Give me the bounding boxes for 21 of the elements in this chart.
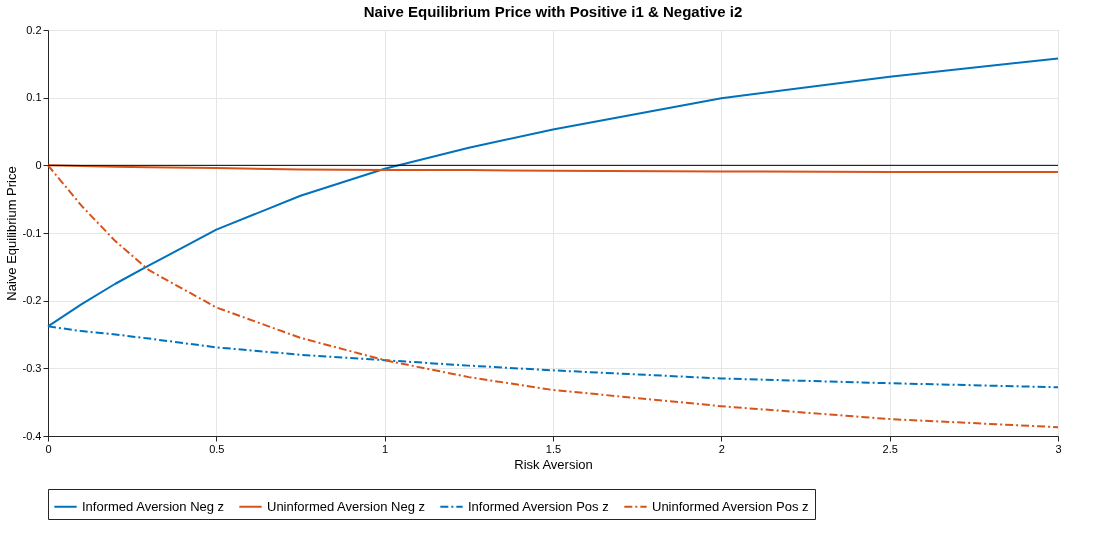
x-tick-label: 1.5	[545, 442, 562, 455]
legend-label: Informed Aversion Neg z	[82, 498, 225, 514]
x-tick-label: 0.5	[209, 442, 225, 455]
legend-label: Uninformed Aversion Neg z	[267, 498, 426, 514]
x-tick-label: 2	[718, 442, 725, 455]
x-tick-label: 1	[382, 442, 389, 455]
legend-label: Uninformed Aversion Pos z	[652, 498, 809, 514]
x-tick-label: 2.5	[882, 442, 898, 455]
legend-label: Informed Aversion Pos z	[468, 498, 609, 514]
y-axis-title: Naive Equilibrium Price	[3, 166, 19, 301]
x-axis-title: Risk Aversion	[514, 456, 593, 472]
x-tick-label: 3	[1055, 442, 1062, 455]
y-tick-label: -0.2	[22, 294, 42, 307]
x-tick-label: 0	[45, 442, 52, 455]
chart-title: Naive Equilibrium Price with Positive i1 & Negative i2	[363, 3, 743, 20]
y-tick-label: 0.1	[26, 91, 42, 104]
y-tick-label: -0.4	[22, 429, 42, 442]
y-tick-label: 0.2	[26, 23, 42, 36]
y-tick-label: -0.3	[22, 361, 42, 374]
y-tick-label: -0.1	[22, 226, 42, 239]
y-tick-label: 0	[35, 158, 42, 171]
